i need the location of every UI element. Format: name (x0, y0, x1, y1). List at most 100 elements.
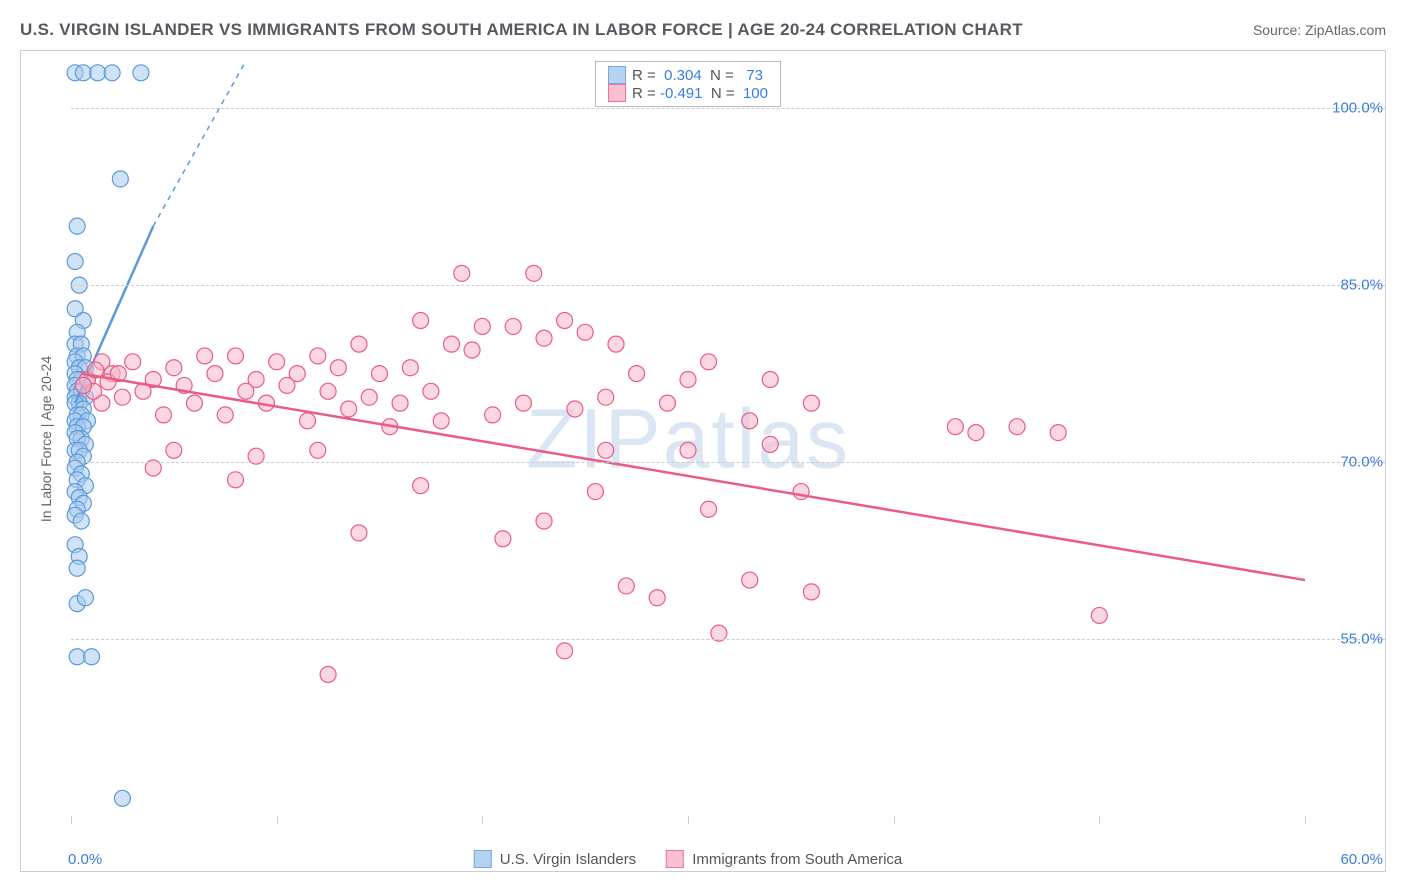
data-point (598, 389, 614, 405)
data-point (577, 324, 593, 340)
data-point (77, 590, 93, 606)
x-tick (71, 816, 72, 824)
data-point (69, 649, 85, 665)
gridline (71, 108, 1385, 109)
legend-swatch (666, 850, 684, 868)
data-point (310, 348, 326, 364)
data-point (659, 395, 675, 411)
data-point (474, 318, 490, 334)
series-name: Immigrants from South America (692, 851, 902, 868)
data-point (968, 425, 984, 441)
x-axis-min-label: 0.0% (68, 851, 102, 868)
chart-container: In Labor Force | Age 20-24 ZIPatlas R = … (20, 50, 1386, 872)
data-point (629, 366, 645, 382)
data-point (567, 401, 583, 417)
x-axis-max-label: 60.0% (1340, 851, 1383, 868)
legend-row: R = -0.491 N = 100 (608, 84, 768, 102)
data-point (742, 572, 758, 588)
data-point (701, 501, 717, 517)
data-point (269, 354, 285, 370)
data-point (156, 407, 172, 423)
data-point (495, 531, 511, 547)
data-point (505, 318, 521, 334)
data-point (228, 472, 244, 488)
data-point (279, 377, 295, 393)
data-point (114, 389, 130, 405)
data-point (402, 360, 418, 376)
gridline (71, 639, 1385, 640)
data-point (947, 419, 963, 435)
data-point (1050, 425, 1066, 441)
legend-row: R = 0.304 N = 73 (608, 66, 768, 84)
data-point (310, 442, 326, 458)
series-legend-item: U.S. Virgin Islanders (474, 850, 636, 868)
gridline (71, 462, 1385, 463)
series-name: U.S. Virgin Islanders (500, 851, 636, 868)
chart-title: U.S. VIRGIN ISLANDER VS IMMIGRANTS FROM … (20, 20, 1023, 40)
trend-line (81, 374, 1305, 580)
data-point (125, 354, 141, 370)
data-point (803, 584, 819, 600)
legend-swatch (608, 66, 626, 84)
data-point (351, 336, 367, 352)
plot-area: In Labor Force | Age 20-24 ZIPatlas R = … (71, 61, 1305, 816)
data-point (114, 790, 130, 806)
series-legend-item: Immigrants from South America (666, 850, 902, 868)
data-point (75, 65, 91, 81)
data-point (423, 383, 439, 399)
data-point (485, 407, 501, 423)
data-point (217, 407, 233, 423)
data-point (90, 65, 106, 81)
data-point (762, 436, 778, 452)
x-tick (482, 816, 483, 824)
correlation-legend: R = 0.304 N = 73R = -0.491 N = 100 (595, 61, 781, 107)
data-point (341, 401, 357, 417)
data-point (69, 560, 85, 576)
data-point (1009, 419, 1025, 435)
source-attribution: Source: ZipAtlas.com (1253, 22, 1386, 38)
data-point (464, 342, 480, 358)
data-point (238, 383, 254, 399)
data-point (186, 395, 202, 411)
data-point (803, 395, 819, 411)
data-point (515, 395, 531, 411)
data-point (649, 590, 665, 606)
y-tick-label: 55.0% (1340, 631, 1383, 648)
data-point (536, 330, 552, 346)
series-legend: U.S. Virgin Islanders Immigrants from Sou… (474, 850, 903, 868)
data-point (680, 442, 696, 458)
data-point (320, 666, 336, 682)
data-point (133, 65, 149, 81)
data-point (228, 348, 244, 364)
data-point (207, 366, 223, 382)
y-axis-label: In Labor Force | Age 20-24 (38, 355, 54, 521)
data-point (742, 413, 758, 429)
data-point (166, 360, 182, 376)
data-point (166, 442, 182, 458)
data-point (413, 313, 429, 329)
trend-line-dashed (153, 61, 246, 226)
y-tick-label: 70.0% (1340, 454, 1383, 471)
data-point (536, 513, 552, 529)
data-point (351, 525, 367, 541)
data-point (701, 354, 717, 370)
x-tick (1305, 816, 1306, 824)
data-point (618, 578, 634, 594)
legend-stats: R = 0.304 N = 73 (632, 67, 763, 84)
data-point (680, 372, 696, 388)
data-point (587, 484, 603, 500)
data-point (104, 65, 120, 81)
data-point (557, 313, 573, 329)
data-point (67, 254, 83, 270)
data-point (112, 171, 128, 187)
data-point (598, 442, 614, 458)
y-tick-label: 100.0% (1332, 100, 1383, 117)
legend-stats: R = -0.491 N = 100 (632, 85, 768, 102)
data-point (75, 377, 91, 393)
x-tick (1099, 816, 1100, 824)
scatter-plot (71, 61, 1305, 816)
data-point (372, 366, 388, 382)
data-point (73, 513, 89, 529)
data-point (413, 478, 429, 494)
data-point (330, 360, 346, 376)
